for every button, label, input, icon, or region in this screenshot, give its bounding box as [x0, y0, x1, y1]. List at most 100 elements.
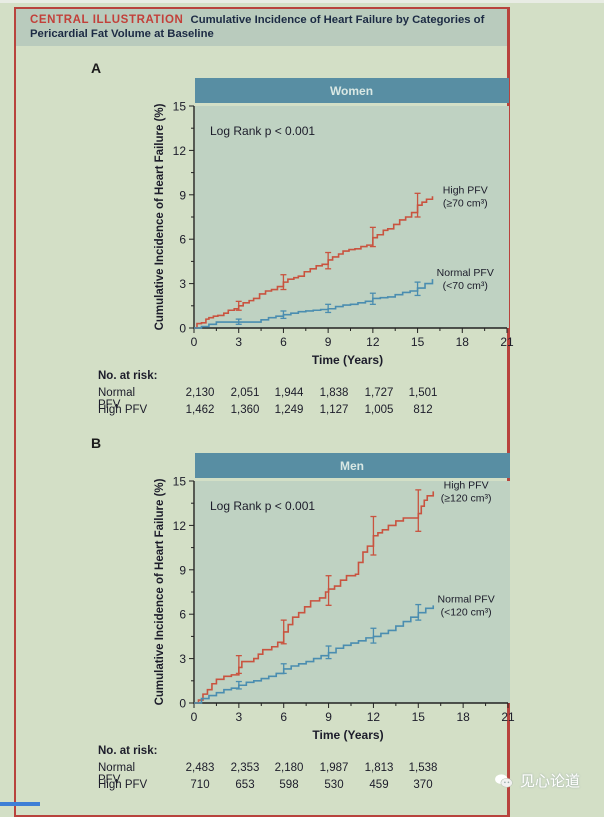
- y-tick-label: 0: [179, 322, 186, 336]
- risk-row-high: High PFV 1,462 1,360 1,249 1,127 1,005 8…: [98, 404, 433, 421]
- error-bar: [235, 680, 242, 690]
- error-bar: [415, 603, 422, 621]
- y-tick-label: 6: [179, 608, 186, 622]
- y-tick-label: 15: [173, 475, 187, 489]
- risk-row-normal: Normal PFV 2,130 2,051 1,944 1,838 1,727…: [98, 387, 437, 411]
- risk-value: 2,483: [185, 762, 215, 774]
- series-normal-pfv-line: [194, 605, 435, 704]
- x-tick-label: 6: [280, 710, 287, 724]
- x-tick-label: 12: [366, 335, 380, 349]
- legend-high-pfv-threshold: (≥70 cm³): [443, 197, 488, 209]
- y-tick-label: 9: [179, 563, 186, 577]
- x-tick-label: 9: [325, 335, 332, 349]
- risk-value: 598: [279, 779, 299, 791]
- risk-value: 370: [413, 779, 433, 791]
- illustration-title: CENTRAL ILLUSTRATION Cumulative Incidenc…: [30, 13, 500, 41]
- error-bar: [325, 303, 332, 314]
- risk-table-header: No. at risk:: [98, 370, 158, 382]
- risk-value: 653: [235, 779, 255, 791]
- legend-high-pfv-threshold: (≥120 cm³): [441, 492, 492, 504]
- legend-normal-pfv-threshold: (<120 cm³): [441, 606, 492, 618]
- y-tick-label: 12: [173, 519, 187, 533]
- error-bar: [235, 318, 242, 325]
- x-tick-label: 6: [280, 335, 287, 349]
- risk-row-high: High PFV 710 653 598 530 459 370: [98, 779, 433, 796]
- risk-value: 1,360: [230, 404, 260, 416]
- y-tick-label: 6: [179, 233, 186, 247]
- error-bar: [280, 274, 287, 291]
- series-high-pfv-line: [194, 196, 434, 329]
- x-tick-label: 15: [412, 710, 426, 724]
- watermark-text: 见心论道: [520, 772, 581, 790]
- y-axis-label: Cumulative Incidence of Heart Failure (%…: [154, 478, 166, 705]
- risk-table-women: No. at risk: Normal PFV 2,130 2,051 1,94…: [98, 370, 437, 421]
- y-tick-label: 0: [179, 697, 186, 711]
- series-high-pfv-line: [194, 491, 435, 704]
- risk-value: 812: [413, 404, 433, 416]
- panel-banner: [195, 453, 510, 478]
- error-bar: [325, 575, 332, 606]
- plot-area: [195, 481, 510, 703]
- legend-high-pfv: High PFV: [443, 184, 488, 196]
- legend-normal-pfv: Normal PFV: [437, 267, 494, 279]
- panel-a-label: A: [91, 60, 102, 76]
- error-bar: [415, 489, 422, 532]
- risk-row-label: High PFV: [98, 404, 148, 416]
- error-bar: [369, 292, 376, 305]
- error-bar: [325, 251, 332, 270]
- risk-value: 459: [369, 779, 389, 791]
- risk-value: 1,538: [408, 762, 438, 774]
- risk-value: 2,130: [185, 387, 215, 399]
- risk-value: 1,944: [274, 387, 304, 399]
- panel-banner: [195, 78, 509, 103]
- x-tick-label: 3: [236, 710, 243, 724]
- x-tick-label: 21: [501, 710, 515, 724]
- y-tick-label: 12: [173, 144, 187, 158]
- x-tick-label: 9: [325, 710, 332, 724]
- y-tick-label: 3: [179, 652, 186, 666]
- risk-value: 1,813: [364, 762, 394, 774]
- legend-high-pfv: High PFV: [444, 479, 489, 491]
- risk-value: 530: [324, 779, 344, 791]
- error-bar: [235, 654, 242, 675]
- x-tick-label: 0: [191, 710, 198, 724]
- error-bar: [325, 645, 332, 660]
- y-axis-label: Cumulative Incidence of Heart Failure (%…: [154, 103, 166, 330]
- wechat-icon: [495, 773, 513, 787]
- central-illustration-label: CENTRAL ILLUSTRATION: [30, 14, 184, 26]
- risk-value: 1,127: [319, 404, 349, 416]
- log-rank-annotation: Log Rank p < 0.001: [210, 499, 315, 513]
- error-bar: [414, 192, 421, 218]
- risk-table-men: No. at risk: Normal PFV 2,483 2,353 2,18…: [98, 745, 437, 796]
- error-bar: [369, 226, 376, 248]
- x-tick-label: 12: [367, 710, 381, 724]
- risk-value: 1,838: [319, 387, 349, 399]
- risk-value: 1,005: [364, 404, 394, 416]
- risk-value: 2,180: [274, 762, 304, 774]
- x-axis-label: Time (Years): [312, 353, 383, 367]
- risk-value: 2,353: [230, 762, 260, 774]
- risk-row-label: Normal PFV: [98, 387, 136, 411]
- error-bar: [280, 310, 287, 320]
- risk-value: 1,501: [408, 387, 438, 399]
- x-tick-label: 18: [456, 335, 470, 349]
- risk-row-label: Normal PFV: [98, 762, 136, 786]
- legend-normal-pfv-threshold: (<70 cm³): [443, 280, 488, 292]
- risk-value: 1,462: [185, 404, 215, 416]
- risk-value: 1,727: [364, 387, 394, 399]
- y-tick-label: 3: [179, 277, 186, 291]
- legend-normal-pfv: Normal PFV: [438, 593, 495, 605]
- x-tick-label: 0: [191, 335, 198, 349]
- figure-title: Cumulative Incidence of Heart Failure by…: [30, 14, 485, 40]
- panel-b-label: B: [91, 435, 102, 451]
- illustration-header: [16, 9, 507, 46]
- x-axis-label: Time (Years): [312, 728, 383, 742]
- panel-title: Men: [340, 459, 364, 473]
- risk-value: 1,249: [274, 404, 304, 416]
- y-tick-label: 15: [173, 100, 187, 114]
- window-top-strip: [0, 0, 604, 3]
- error-bar: [280, 619, 287, 645]
- risk-value: 1,987: [319, 762, 349, 774]
- x-tick-label: 3: [235, 335, 242, 349]
- error-bar: [235, 300, 242, 311]
